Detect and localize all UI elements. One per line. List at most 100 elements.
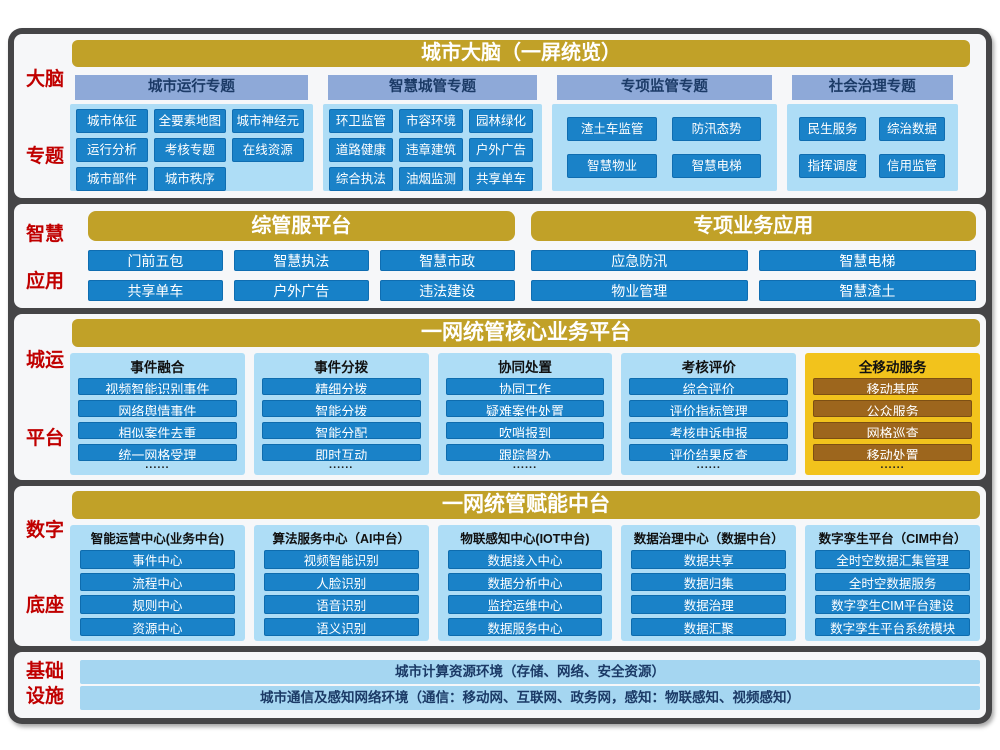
module-chip: 监控运维中心 — [447, 595, 603, 614]
side-label-apps: 智慧 应用 — [20, 209, 70, 303]
module-chip: 综合执法 — [328, 167, 393, 191]
side-label-line: 城运 — [25, 349, 64, 371]
column-title: 智能运营中心(业务中台) — [90, 532, 225, 546]
section-enable-platform: 数字 底座 一网统管赋能中台 智能运营中心(业务中台) 事件中心 流程中心 规则中心… — [14, 486, 986, 646]
side-label-line: 专题 — [25, 146, 64, 167]
group-city-operation: 城市运行专题 城市体征 全要素地图 城市神经元 运行分析 考核专题 在线资源 城市部件 城市秩… — [70, 75, 313, 191]
module-chip: 评价指标管理 — [629, 400, 789, 417]
module-list: 数据共享 数据归集 数据治理 数据汇聚 — [631, 550, 787, 636]
group-integrated-mgmt-platform: 综管服平台 门前五包 智慧执法 智慧市政 共享单车 户外广告 违法建设 — [88, 211, 515, 301]
module-grid: 门前五包 智慧执法 智慧市政 共享单车 户外广告 违法建设 — [88, 250, 515, 301]
group-title: 城市运行专题 — [75, 75, 308, 100]
group-title: 智慧城管专题 — [327, 75, 538, 100]
module-chip: 智慧物业 — [567, 154, 657, 178]
module-chip: 视频智能识别 — [263, 550, 419, 569]
module-chip: 城市体征 — [76, 109, 148, 133]
column-cim-center: 数字孪生平台（CIM中台） 全时空数据汇集管理 全时空数据服务 数字孪生CIM平台建… — [805, 525, 980, 641]
section-brain-topics: 大脑 专题 城市大脑（一屏统览） 城市运行专题 城市体征 全要素地图 城市神经元运行… — [14, 34, 986, 198]
column-title: 考核评价 — [681, 360, 736, 375]
module-chip: 数据治理 — [631, 595, 787, 614]
module-list: 全时空数据汇集管理 全时空数据服务 数字孪生CIM平台建设 数字孪生平台系统模块 — [815, 550, 970, 636]
side-label-line: 设施 — [25, 686, 64, 707]
module-chip: 跟踪督办 — [445, 444, 605, 461]
section-header-enable-platform: 一网统管赋能中台 — [72, 491, 980, 519]
module-chip: 吹哨报到 — [445, 422, 605, 439]
module-chip: 网络舆情事件 — [78, 400, 237, 417]
column-title: 物联感知中心(IOT中台) — [460, 532, 590, 546]
module-chip: 共享单车 — [469, 167, 534, 191]
module-chip: 户外广告 — [469, 138, 534, 162]
module-chip: 运行分析 — [76, 138, 148, 162]
enable-body: 一网统管赋能中台 智能运营中心(业务中台) 事件中心 流程中心 规则中心 资源中心 算… — [70, 491, 980, 641]
module-chip: 统一网格受理 — [78, 444, 237, 461]
module-button: 智慧渣土 — [758, 280, 976, 301]
module-chip: 城市神经元 — [231, 109, 304, 133]
more-dots: ...... — [329, 459, 354, 471]
module-button: 智慧电梯 — [758, 250, 976, 271]
brain-groups-row: 城市运行专题 城市体征 全要素地图 城市神经元 运行分析 考核专题 在线资源 城市部件 城市秩… — [70, 75, 958, 191]
module-grid: 渣土车监管 防汛态势 智慧物业 智慧电梯 — [552, 104, 777, 191]
group-title: 社会治理专题 — [791, 75, 953, 100]
module-list: 精细分拨 智能分拨 智能分配 即时互动 — [261, 378, 421, 461]
module-list: 视频智能识别 人脸识别 语音识别 语义识别 — [263, 550, 419, 636]
module-chip: 数字孪生CIM平台建设 — [815, 595, 970, 614]
module-chip: 数据汇聚 — [631, 617, 787, 636]
side-label-line: 应用 — [25, 271, 64, 292]
module-chip: 市容环境 — [398, 109, 463, 133]
column-business-center: 智能运营中心(业务中台) 事件中心 流程中心 规则中心 资源中心 — [70, 525, 245, 641]
module-button: 违法建设 — [379, 280, 515, 301]
module-chip: 即时互动 — [261, 444, 421, 461]
side-label-line: 数字 — [25, 520, 64, 541]
module-chip: 公众服务 — [813, 400, 972, 417]
module-grid: 应急防汛 智慧电梯 物业管理 智慧渣土 — [530, 250, 976, 301]
side-label-line: 大脑 — [25, 69, 64, 90]
module-chip: 综治数据 — [878, 117, 946, 141]
module-chip: 全要素地图 — [153, 109, 226, 133]
column-ai-center: 算法服务中心（AI中台） 视频智能识别 人脸识别 语音识别 语义识别 — [253, 525, 429, 641]
core-columns-row: 事件融合 视频智能识别事件 网络舆情事件 相似案件去重 统一网格受理 ...... 事… — [70, 353, 980, 475]
module-chip: 智慧电梯 — [672, 154, 762, 178]
module-list: 协同工作 疑难案件处置 吹哨报到 跟踪督办 — [445, 378, 605, 461]
module-chip: 城市部件 — [76, 167, 148, 191]
more-dots: ...... — [512, 459, 538, 471]
apps-groups-row: 综管服平台 门前五包 智慧执法 智慧市政 共享单车 户外广告 违法建设 专项业务应用 应急… — [70, 211, 976, 301]
group-smart-citymgmt: 智慧城管专题 环卫监管 市容环境 园林绿化 道路健康 违章建筑 户外广告 综合执法 油烟监测共… — [322, 75, 543, 191]
module-chip: 网格巡查 — [813, 422, 972, 439]
infra-bar-computing: 城市计算资源环境（存储、网络、安全资源） — [80, 659, 980, 684]
side-label-infrastructure: 基础 设施 — [20, 657, 70, 713]
group-header: 综管服平台 — [88, 211, 515, 241]
brain-body: 城市大脑（一屏统览） 城市运行专题 城市体征 全要素地图 城市神经元 运行分析 考核专题… — [70, 39, 980, 193]
column-event-dispatch: 事件分拨 精细分拨 智能分拨 智能分配 即时互动 ...... — [253, 353, 429, 475]
side-label-line: 平台 — [25, 427, 64, 449]
module-chip: 信用监管 — [878, 154, 946, 178]
column-title: 数字孪生平台（CIM中台） — [818, 532, 967, 546]
column-title: 算法服务中心（AI中台） — [272, 532, 410, 546]
side-label-digital-base: 数字 底座 — [20, 491, 70, 641]
column-title: 全移动服务 — [858, 360, 927, 375]
module-list: 移动基座 公众服务 网格巡查 移动处置 — [813, 378, 972, 461]
module-chip: 指挥调度 — [799, 154, 867, 178]
infra-bars: 城市计算资源环境（存储、网络、安全资源） 城市通信及感知网络环境（通信：移动网、… — [80, 657, 980, 713]
module-chip: 语义识别 — [263, 617, 419, 636]
column-title: 协同处置 — [497, 360, 552, 375]
column-iot-center: 物联感知中心(IOT中台) 数据接入中心 数据分析中心 监控运维中心 数据服务中心 — [437, 525, 613, 641]
module-chip: 城市秩序 — [153, 167, 226, 191]
column-title: 数据治理中心（数据中台） — [633, 532, 784, 546]
more-dots: ...... — [880, 459, 905, 471]
module-button: 应急防汛 — [530, 250, 748, 271]
module-chip: 移动基座 — [813, 378, 972, 395]
module-chip: 油烟监测 — [398, 167, 463, 191]
group-title: 专项监管专题 — [557, 75, 772, 100]
module-button: 户外广告 — [233, 280, 369, 301]
module-list: 综合评价 评价指标管理 考核申诉申报 评价结果反查 — [629, 378, 789, 461]
module-button: 物业管理 — [530, 280, 748, 301]
section-core-platform: 城运 平台 一网统管核心业务平台 事件融合 视频智能识别事件 网络舆情事件 相似案件… — [14, 314, 986, 480]
section-header-city-brain: 城市大脑（一屏统览） — [72, 40, 970, 67]
module-chip: 人脸识别 — [263, 572, 419, 591]
module-grid: 城市体征 全要素地图 城市神经元 运行分析 考核专题 在线资源 城市部件 城市秩序 — [70, 104, 313, 191]
module-chip: 渣土车监管 — [567, 117, 657, 141]
side-label-core: 城运 平台 — [20, 319, 70, 475]
module-chip: 数字孪生平台系统模块 — [815, 617, 970, 636]
section-smart-apps: 智慧 应用 综管服平台 门前五包 智慧执法 智慧市政 共享单车 户外广告 违法建设 专项业… — [14, 204, 986, 308]
side-label-line: 底座 — [25, 595, 64, 616]
